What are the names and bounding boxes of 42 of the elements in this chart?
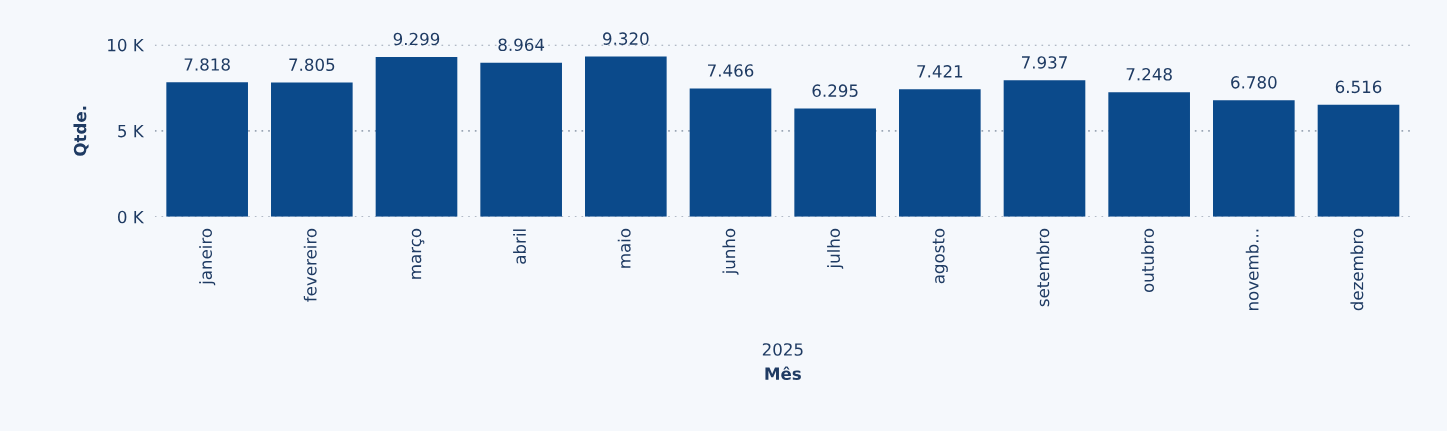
data-label: 7.421	[917, 65, 963, 78]
x-tick-label: março	[411, 228, 425, 279]
y-tick-label: 5 K	[118, 124, 145, 138]
x-tick-label: abril	[513, 229, 526, 264]
x-tick-label: julho	[827, 228, 844, 269]
bar	[899, 89, 981, 217]
x-tick-label: setembro	[1036, 228, 1050, 307]
data-label: 7.466	[708, 64, 754, 77]
data-label: 7.818	[184, 58, 230, 71]
y-axis-title: Qtde.	[73, 106, 89, 156]
x-tick-label: junho	[722, 228, 739, 275]
x-tick-label: janeiro	[199, 228, 216, 286]
data-label: 7.937	[1022, 56, 1067, 69]
x-tick-label: outubro	[1141, 228, 1154, 293]
bar	[1108, 92, 1190, 217]
x-tick-label: fevereiro	[303, 228, 317, 302]
x-tick-label: dezembro	[1350, 228, 1364, 311]
bar	[794, 108, 876, 217]
bar	[585, 56, 667, 217]
bar	[271, 82, 353, 217]
x-tick-label: maio	[617, 228, 631, 268]
data-label: 6.516	[1335, 80, 1382, 94]
y-tick-label: 0 K	[117, 210, 145, 224]
data-label: 7.248	[1126, 67, 1172, 81]
bar	[1003, 80, 1086, 217]
y-tick-label: 10 K	[108, 38, 145, 52]
bar	[689, 88, 772, 217]
bar	[1317, 104, 1400, 217]
data-label: 6.780	[1231, 76, 1277, 89]
data-label: 8.964	[498, 38, 545, 52]
data-label: 9.320	[603, 32, 649, 45]
bar	[480, 62, 562, 217]
bar	[166, 82, 248, 217]
data-label: 7.805	[289, 58, 335, 72]
text: 2025	[762, 343, 803, 356]
x-tick-label: agosto	[932, 228, 948, 284]
data-label: 9.299	[393, 32, 440, 46]
x-axis-title: Mês	[765, 366, 801, 380]
bar	[375, 56, 458, 217]
bar	[1213, 100, 1295, 217]
x-tick-label: novemb...	[1245, 229, 1259, 310]
data-label: 6.295	[812, 84, 858, 97]
